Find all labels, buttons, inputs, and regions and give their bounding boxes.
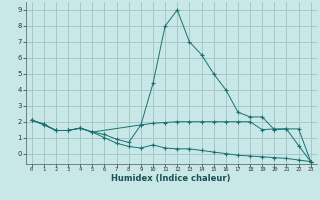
X-axis label: Humidex (Indice chaleur): Humidex (Indice chaleur)	[111, 174, 231, 183]
